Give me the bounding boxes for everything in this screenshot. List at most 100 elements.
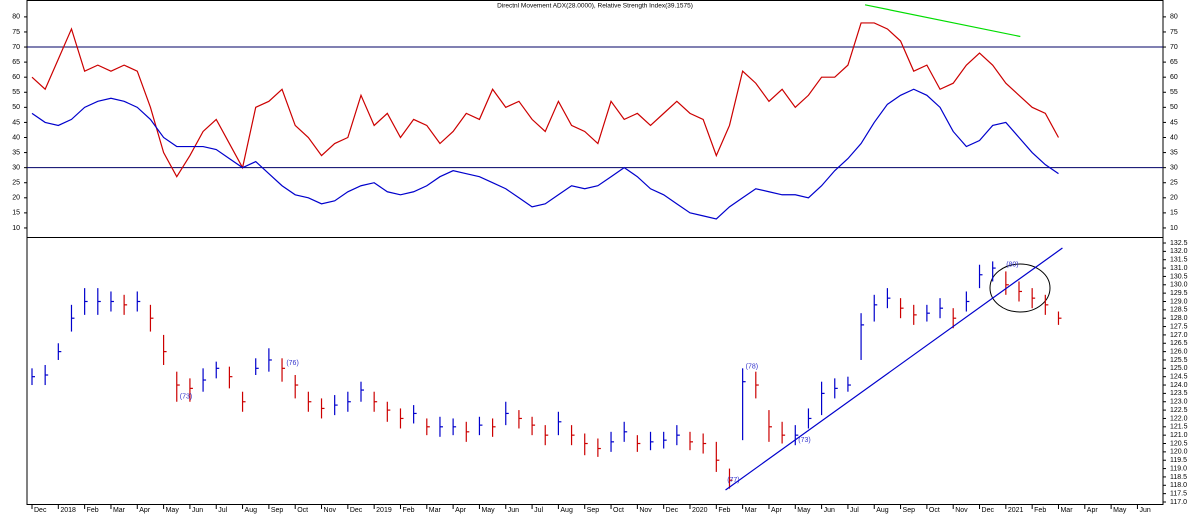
- x-tick-label: Sep: [587, 507, 600, 514]
- x-tick-label: Oct: [929, 507, 940, 514]
- y-tick-label: 35: [12, 149, 20, 156]
- y-tick-label: 60: [1170, 74, 1178, 81]
- x-tick-label: Jun: [1139, 507, 1150, 514]
- x-tick-label: Nov: [639, 507, 652, 514]
- y-tick-label: 131.0: [1170, 265, 1188, 272]
- y-tick-label: 80: [1170, 14, 1178, 21]
- indicator-line: [31, 22, 1060, 178]
- x-tick-label: Nov: [955, 507, 968, 514]
- x-tick-label: Sep: [903, 507, 916, 514]
- x-tick-label: Jun: [508, 507, 519, 514]
- y-tick-label: 128.5: [1170, 307, 1188, 314]
- x-tick-label: Mar: [745, 507, 758, 514]
- x-tick-label: 2020: [692, 507, 708, 514]
- y-tick-label: 118.5: [1170, 474, 1187, 481]
- x-tick-label: 2019: [376, 507, 392, 514]
- x-tick-label: 2021: [1008, 507, 1024, 514]
- y-tick-label: 130.0: [1170, 282, 1188, 289]
- x-tick-label: Mar: [113, 507, 126, 514]
- y-tick-label: 117.5: [1170, 490, 1187, 497]
- y-tick-label: 80: [12, 14, 20, 21]
- x-tick-label: May: [1113, 507, 1127, 514]
- wave-label: (73): [180, 394, 192, 401]
- y-tick-label: 122.0: [1170, 415, 1188, 422]
- y-tick-label: 20: [12, 195, 20, 202]
- y-tick-label: 123.0: [1170, 399, 1188, 406]
- x-tick-label: Apr: [455, 507, 467, 514]
- trendline: [864, 4, 1021, 38]
- y-tick-label: 124.0: [1170, 382, 1188, 389]
- x-tick-label: 2018: [60, 507, 76, 514]
- x-tick-label: Mar: [1060, 507, 1073, 514]
- plot-frame: [26, 0, 1164, 505]
- x-tick-label: Jul: [218, 507, 227, 514]
- x-tick-label: May: [797, 507, 811, 514]
- wave-label: (80): [1006, 262, 1018, 269]
- y-tick-label: 129.5: [1170, 290, 1188, 297]
- y-tick-label: 40: [12, 134, 20, 141]
- y-tick-label: 75: [12, 29, 20, 36]
- x-tick-label: Jul: [534, 507, 543, 514]
- x-tick-label: Aug: [245, 507, 258, 514]
- y-tick-label: 128.0: [1170, 315, 1188, 322]
- y-tick-label: 15: [12, 210, 20, 217]
- x-tick-label: Nov: [324, 507, 337, 514]
- y-tick-label: 125.0: [1170, 365, 1188, 372]
- y-tick-label: 131.5: [1170, 257, 1188, 264]
- y-tick-label: 121.0: [1170, 432, 1188, 439]
- y-tick-label: 130.5: [1170, 273, 1188, 280]
- y-tick-label: 75: [1170, 29, 1178, 36]
- wave-label: (73): [798, 437, 810, 444]
- y-tick-label: 55: [12, 89, 20, 96]
- y-tick-label: 125.5: [1170, 357, 1188, 364]
- y-tick-label: 124.5: [1170, 374, 1188, 381]
- x-tick-label: Mar: [429, 507, 442, 514]
- y-tick-label: 123.5: [1170, 390, 1188, 397]
- indicator-line: [31, 88, 1059, 220]
- x-tick-label: Feb: [87, 507, 99, 514]
- x-tick-label: Apr: [139, 507, 151, 514]
- y-tick-label: 122.5: [1170, 407, 1188, 414]
- x-tick-label: Jul: [850, 507, 859, 514]
- y-tick-label: 119.0: [1170, 465, 1187, 472]
- y-tick-label: 117.0: [1170, 499, 1187, 506]
- y-tick-label: 126.0: [1170, 348, 1188, 355]
- y-tick-label: 50: [12, 104, 20, 111]
- x-tick-label: Feb: [402, 507, 414, 514]
- y-tick-label: 120.5: [1170, 440, 1188, 447]
- x-tick-label: Oct: [613, 507, 624, 514]
- trendline: [725, 247, 1063, 491]
- y-tick-label: 10: [1170, 225, 1178, 232]
- x-tick-label: Dec: [982, 507, 995, 514]
- y-tick-label: 35: [1170, 149, 1178, 156]
- x-tick-label: Aug: [876, 507, 889, 514]
- highlight-circle: [989, 263, 1051, 313]
- y-tick-label: 70: [12, 44, 20, 51]
- y-tick-label: 127.0: [1170, 332, 1188, 339]
- x-tick-label: Aug: [560, 507, 573, 514]
- x-tick-label: Dec: [34, 507, 47, 514]
- y-tick-label: 55: [1170, 89, 1178, 96]
- wave-label: (76): [286, 360, 298, 367]
- x-tick-label: Feb: [718, 507, 730, 514]
- y-tick-label: 60: [12, 74, 20, 81]
- y-tick-label: 30: [1170, 164, 1178, 171]
- x-tick-label: Jun: [192, 507, 203, 514]
- x-tick-label: May: [481, 507, 495, 514]
- x-tick-label: Dec: [350, 507, 363, 514]
- y-tick-label: 20: [1170, 195, 1178, 202]
- wave-label: (78): [746, 363, 758, 370]
- y-tick-label: 45: [1170, 119, 1178, 126]
- y-tick-label: 15: [1170, 210, 1178, 217]
- x-tick-label: Feb: [1034, 507, 1046, 514]
- x-tick-label: May: [166, 507, 180, 514]
- x-tick-label: Dec: [666, 507, 679, 514]
- y-tick-label: 65: [1170, 59, 1178, 66]
- y-tick-label: 10: [12, 225, 20, 232]
- y-tick-label: 25: [12, 180, 20, 187]
- y-tick-label: 70: [1170, 44, 1178, 51]
- wave-label: (77): [727, 477, 739, 484]
- x-tick-label: Apr: [771, 507, 783, 514]
